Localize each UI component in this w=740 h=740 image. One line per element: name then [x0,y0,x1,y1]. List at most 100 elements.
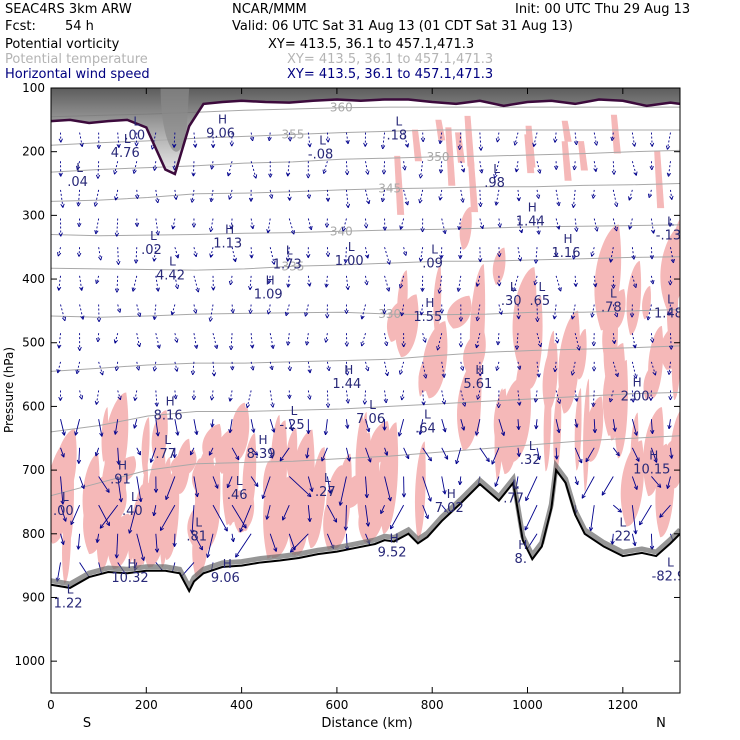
wind-vector [193,333,199,349]
wind-vector [208,304,214,322]
wind-vector [612,419,617,432]
wind-vector [382,419,387,431]
wind-vector [458,333,464,348]
wind-vector [418,161,424,179]
wind-vector [478,247,483,263]
extremum-type: L [319,134,326,148]
wind-vector [114,218,120,237]
wind-vector [553,361,558,373]
wind-vector [174,333,179,343]
theta-contour [51,345,680,372]
wind-vector [94,390,100,405]
plot-frame [50,87,681,694]
wind-vector [593,161,598,172]
wind-vector [365,361,370,372]
wind-vector [572,161,577,171]
wind-vector [536,333,542,348]
wind-vector [136,476,143,503]
wind-vector [174,419,180,436]
pv-fill-region [82,453,100,530]
extremum-value: -82.9 [652,570,686,585]
extremum-value: 9.06 [206,126,235,141]
extremum-type: H [518,538,527,552]
wind-vector [172,132,177,148]
extremum-type: H [127,557,136,571]
wind-vector [574,476,579,486]
wind-vector [193,304,198,314]
wind-vector [536,447,542,461]
wind-vector [608,390,614,403]
wind-vector [155,218,160,236]
wind-vector [206,533,214,558]
wind-vector [422,447,432,462]
extremum-type: H [649,449,658,463]
wind-vector [209,390,215,401]
wind-vector [307,218,313,231]
wind-vector [574,333,581,351]
wind-vector [306,247,311,259]
pv-fill-region [433,265,442,336]
wind-vector [288,419,294,432]
org-label: NCAR/MMM [232,2,307,17]
extremum-type: L [291,404,298,418]
wind-vector [250,476,259,487]
wind-vector [495,361,500,371]
extremum-type: L [512,477,519,491]
wind-vector [322,161,328,174]
extremum-value: 4.42 [156,269,185,284]
extremum-value: 8. [515,552,527,567]
extremum-type: L [150,229,157,243]
wind-vector [116,447,121,465]
wind-vector [248,275,253,291]
wind-vector [75,361,81,375]
wind-vector [60,476,65,505]
wind-vector [189,447,195,456]
wind-vector [659,504,671,518]
wind-vector [338,476,347,506]
wind-vector [267,132,272,142]
pv-fill-region [594,224,622,331]
extremum-value: .27 [315,485,336,500]
y-tick-label: 300 [22,208,45,222]
wind-vector [475,333,481,349]
wind-vector [193,419,199,436]
wind-vector [402,247,408,256]
x-tick-label: 600 [325,698,348,712]
wind-vector [228,275,234,286]
wind-vector [93,189,100,207]
extremum-type: H [225,223,234,237]
wind-vector [226,476,233,489]
wind-vector [174,247,180,259]
wind-vector [554,247,559,257]
wind-vector [79,304,85,320]
wind-vector [152,304,157,320]
forecast-label: Fcst: [5,19,36,34]
wind-vector [517,218,524,234]
wind-vector [365,247,370,259]
wind-vector [403,132,409,148]
extremum-value: .30 [501,294,522,309]
wind-vector [135,189,140,199]
wind-vector [116,132,121,148]
wind-vector [574,447,583,464]
wind-vector [555,189,561,207]
wind-vector [436,333,443,351]
wind-vector [609,247,614,263]
wind-vector [668,333,674,350]
y-tick-label: 1000 [14,654,45,668]
wind-vector [249,247,254,259]
extremum-type: H [266,274,275,288]
wind-vector [398,361,405,375]
wind-vector [172,533,177,547]
wind-vector [441,390,447,405]
wind-vector [98,419,104,437]
theta-contour-label: 360 [330,101,353,115]
extremum-value: 9.06 [211,571,240,586]
wind-vector [555,390,561,404]
wind-vector [458,476,463,486]
wind-vector [76,161,81,171]
extremum-value: 7.02 [435,501,464,516]
wind-vector [496,390,501,409]
wind-vector [229,333,234,351]
wind-vector [343,247,348,264]
